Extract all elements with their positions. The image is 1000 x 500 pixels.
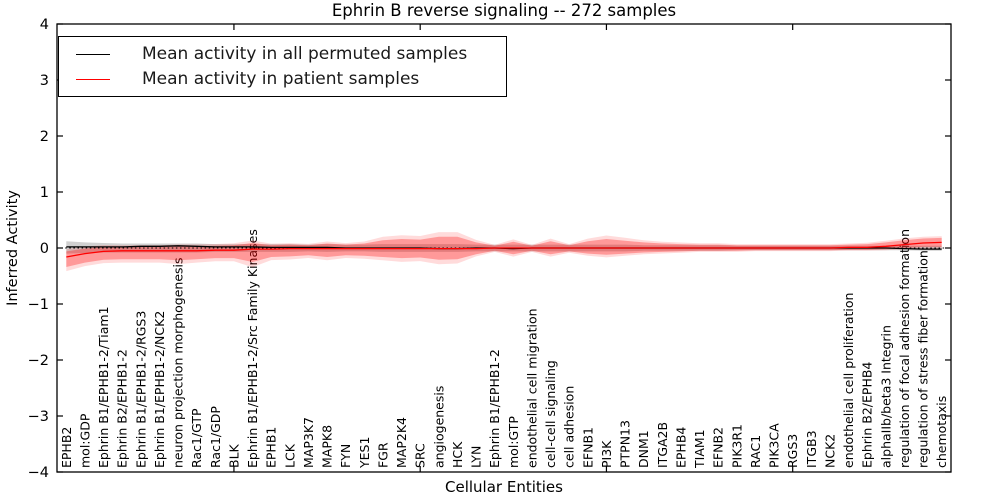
x-tick-label: EPHB2 [59,427,74,468]
x-tick-label: PTPN13 [618,420,633,468]
x-tick-label: regulation of focal adhesion formation [897,229,912,468]
legend-line-sample-red [76,78,110,80]
y-tick-label: −1 [28,297,49,313]
x-tick-label: Ephrin B1/EPHB1-2/RGS3 [133,311,148,468]
y-tick-label: 2 [40,129,49,145]
x-tick-label: EFNB2 [711,427,726,468]
x-tick-label: mol:GDP [77,413,92,468]
x-tick-label: mol:GTP [506,416,521,468]
x-tick-label: DNM1 [636,430,651,468]
x-tick-label: TIAM1 [692,429,707,469]
x-tick-label: PIK3CA [767,423,782,468]
x-tick-label: Ephrin B1/EPHB1-2/NCK2 [152,311,167,468]
patient-band-outer [66,232,942,272]
x-tick-label: ITGB3 [804,430,819,468]
x-category-labels: EPHB2 mol:GDP Ephrin B1/EPHB1-2/Tiam1 Ephri… [59,229,949,469]
series-lines [66,241,942,258]
x-tick-label: alphaIIb/beta3 Integrin [878,325,893,468]
confidence-bands [66,232,942,272]
y-axis-label: Inferred Activity [5,190,21,306]
x-tick-label: LYN [469,446,484,468]
axis-ticks [57,23,951,473]
x-tick-label: Ephrin B2/EPHB4 [860,362,875,468]
x-tick-label: PIK3R1 [729,424,744,468]
legend-item-patient: Mean activity in patient samples [59,69,506,89]
x-tick-label: Rac1/GDP [208,406,223,468]
legend-label: Mean activity in all permuted samples [142,44,468,64]
x-tick-label: FGR [375,442,390,468]
x-tick-label: LCK [282,443,297,468]
x-tick-label: MAPK8 [320,425,335,468]
x-tick-label: RAC1 [748,435,763,468]
x-tick-label: cell-cell signaling [543,360,558,468]
x-tick-label: EPHB4 [673,427,688,468]
x-tick-label: Rac1/GTP [189,408,204,468]
legend-box: Mean activity in all permuted samples Me… [58,36,507,97]
x-tick-label: RGS3 [785,434,800,468]
x-tick-label: BLK [226,443,241,468]
legend-line-sample-black [76,53,110,55]
x-tick-label: Ephrin B2/EPHB1-2 [115,349,130,468]
x-tick-label: endothelial cell proliferation [841,293,856,468]
legend-item-permuted: Mean activity in all permuted samples [59,44,506,64]
y-tick-label: 0 [40,241,49,257]
x-tick-label: Ephrin B1/EPHB1-2/Src Family Kinases [245,229,260,468]
x-tick-label: NCK2 [822,434,837,468]
x-tick-label: YES1 [357,437,372,469]
x-tick-label: SRC [413,443,428,468]
y-tick-label: 1 [40,185,49,201]
x-tick-label: HCK [450,441,465,468]
patient-band [66,236,942,267]
y-tick-label: −4 [28,465,49,481]
x-tick-label: EFNB1 [580,427,595,468]
x-tick-label: FYN [338,444,353,468]
y-tick-label: 3 [40,73,49,89]
patient-mean-line [66,241,942,258]
y-tick-label: 4 [40,17,49,33]
x-tick-label: EPHB1 [264,427,279,468]
x-tick-label: endothelial cell migration [524,308,539,468]
y-tick-label: −2 [28,353,49,369]
chart-title: Ephrin B reverse signaling -- 272 sample… [331,1,677,20]
legend-label: Mean activity in patient samples [142,69,420,89]
x-axis-label: Cellular Entities [445,478,563,496]
x-tick-label: Ephrin B1/EPHB1-2 [487,349,502,468]
x-tick-label: angiogenesis [431,386,446,468]
x-tick-label: MAP2K4 [394,417,409,468]
y-tick-label: −3 [28,409,49,425]
x-tick-label: regulation of stress fiber formation [916,250,931,468]
x-tick-label: MAP3K7 [301,417,316,468]
x-tick-label: PI3K [599,440,614,468]
x-tick-label: ITGA2B [655,422,670,468]
x-tick-label: Ephrin B1/EPHB1-2/Tiam1 [96,306,111,468]
x-tick-label: chemotaxis [934,396,949,468]
x-tick-label: neuron projection morphogenesis [171,257,186,468]
x-tick-label: cell adhesion [562,386,577,468]
y-tick-labels: −4 −3 −2 −1 0 1 2 3 4 [28,17,49,481]
